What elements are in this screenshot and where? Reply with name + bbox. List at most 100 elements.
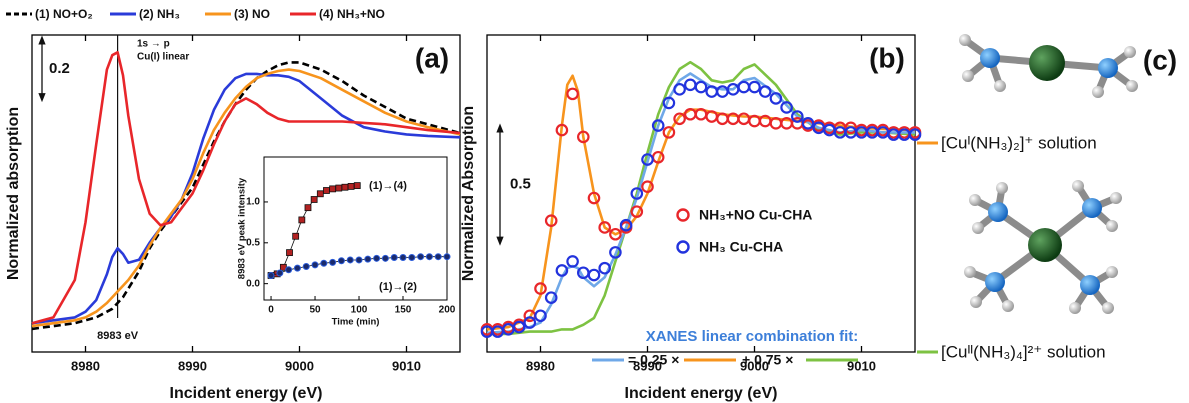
marker: [534, 282, 547, 295]
marker: [619, 218, 633, 232]
series-label: (1)→(4): [369, 180, 407, 192]
marker: [355, 256, 363, 264]
marker: [630, 205, 644, 218]
marker: [364, 255, 372, 263]
panel-label: (b): [869, 42, 905, 73]
marker: [576, 130, 590, 144]
series-line: [486, 72, 915, 335]
y-tick-label: 0.0: [246, 278, 260, 289]
marker: [769, 92, 783, 105]
marker: [337, 257, 345, 265]
marker: [566, 255, 579, 268]
marker: [780, 101, 793, 114]
y-axis-label: 8983 eV peak intensity: [237, 177, 248, 279]
marker: [390, 254, 398, 262]
marker: [758, 85, 772, 98]
marker: [285, 266, 293, 274]
annotation: 1s → p: [137, 39, 170, 50]
legend-label: (3) NO: [234, 7, 270, 21]
marker: [335, 184, 343, 192]
marker: [544, 291, 558, 304]
fit-formula: = 0.25 ×: [628, 352, 679, 368]
marker: [346, 256, 354, 264]
panel-label: (a): [415, 42, 449, 73]
marker: [651, 119, 665, 132]
marker: [748, 80, 761, 94]
marker: [641, 180, 654, 194]
marker: [555, 123, 569, 137]
x-tick-label: 50: [309, 305, 321, 316]
scale-bar-label: 0.5: [510, 176, 531, 193]
marker: [512, 320, 526, 334]
series-line: [31, 72, 461, 325]
marker: [609, 246, 622, 259]
marker: [737, 112, 751, 126]
legend-swatch: [676, 240, 690, 254]
marker: [293, 264, 301, 272]
marker: [341, 183, 349, 191]
legend-label: [Cuᴵ(NH₃)₂]⁺ solution: [941, 133, 1097, 152]
x-tick-label: 9010: [847, 358, 876, 373]
marker: [737, 80, 751, 94]
legend-label: (1) NO+O₂: [35, 7, 93, 21]
marker: [544, 214, 558, 227]
legend-swatch: [676, 208, 690, 222]
marker: [641, 153, 654, 166]
panel-label: (c): [1143, 44, 1177, 75]
plot-frame: [263, 156, 448, 301]
marker: [587, 191, 601, 205]
legend-label: NH₃+NO Cu-CHA: [699, 207, 812, 223]
marker: [630, 187, 644, 200]
legend-label: [Cuᴵᴵ(NH₃)₄]²⁺ solution: [941, 342, 1106, 361]
marker: [320, 259, 328, 267]
x-tick-label: 9000: [285, 358, 314, 373]
marker: [425, 253, 433, 261]
y-tick-label: 1.0: [246, 197, 260, 208]
molecule-cu-ii: [964, 180, 1122, 314]
marker: [323, 187, 330, 194]
marker: [716, 85, 729, 98]
marker: [598, 221, 611, 234]
marker: [598, 261, 611, 275]
series-line: [31, 61, 461, 331]
marker: [801, 117, 815, 130]
marker: [523, 316, 537, 329]
marker: [347, 183, 355, 190]
marker: [276, 269, 284, 277]
marker: [267, 271, 275, 279]
marker: [316, 190, 324, 198]
marker: [566, 87, 579, 101]
marker: [373, 254, 381, 262]
plot-frame: [31, 34, 461, 353]
marker: [662, 126, 676, 139]
marker: [587, 268, 601, 282]
series-label: (1)→(2): [379, 281, 417, 293]
marker: [673, 83, 686, 96]
marker: [286, 249, 293, 257]
x-tick-label: 8980: [71, 358, 100, 373]
marker: [908, 128, 922, 141]
x-axis-label: Incident energy (eV): [625, 385, 778, 402]
legend-label: XANES linear combination fit:: [646, 328, 859, 345]
x-tick-label: 9010: [392, 358, 421, 373]
marker: [329, 185, 337, 193]
marker: [353, 182, 361, 190]
marker: [683, 78, 697, 92]
molecule-cu-i: [959, 34, 1138, 98]
marker: [417, 253, 425, 261]
scale-bar-label: 0.2: [49, 60, 70, 77]
marker: [408, 254, 416, 262]
marker: [302, 262, 310, 270]
marker: [381, 254, 389, 262]
x-tick-label: 8980: [526, 358, 555, 373]
marker: [694, 80, 708, 94]
y-tick-label: 0.5: [246, 237, 260, 248]
marker: [311, 261, 319, 269]
legend-label: NH₃ Cu-CHA: [699, 239, 783, 255]
x-tick-label: 0: [268, 305, 274, 316]
series-line: [31, 68, 461, 328]
x-tick-label: 9000: [740, 358, 769, 373]
y-axis-label: Normalized Absorption: [460, 106, 477, 281]
x-tick-label: 8990: [178, 358, 207, 373]
